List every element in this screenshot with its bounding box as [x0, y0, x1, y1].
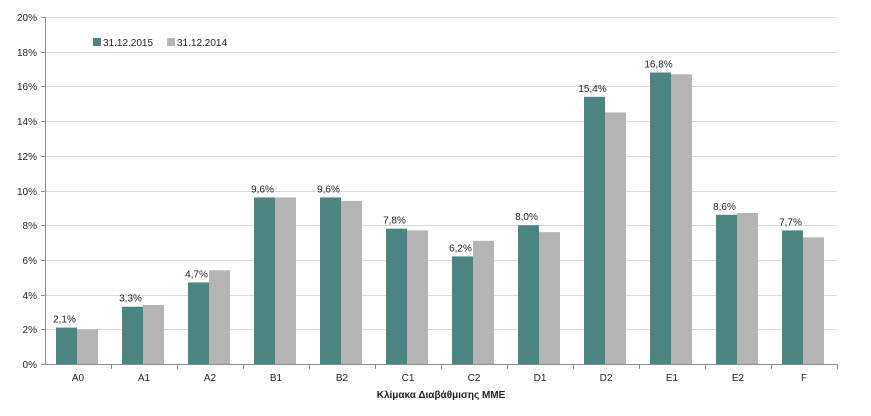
x-tick-label: C1 — [402, 373, 415, 384]
x-tick-label: B2 — [336, 373, 349, 384]
x-tick-label: A0 — [72, 373, 85, 384]
gridlines — [45, 17, 837, 330]
bar-31.12.2015-A2 — [188, 282, 209, 364]
data-label-C2: 6,2% — [449, 243, 472, 254]
bar-31.12.2015-A1 — [122, 306, 143, 364]
x-tick-label: C2 — [468, 373, 481, 384]
bar-31.12.2015-D1 — [518, 225, 539, 364]
data-labels: 2,1% 3,3% 4,7% 9,6% 9,6% 7,8% 6,2% 8,0% 15,4% 16,… — [53, 60, 802, 326]
data-label-B1: 9,6% — [251, 184, 274, 195]
bar-31.12.2014-A1 — [143, 305, 164, 364]
y-tick-label: 20% — [17, 13, 37, 24]
y-tick-label: 14% — [17, 117, 37, 128]
legend-label: 31.12.2015 — [103, 38, 153, 49]
bars — [56, 72, 824, 365]
y-tick-label: 6% — [23, 256, 38, 267]
bar-31.12.2014-C2 — [473, 240, 494, 364]
y-tick-label: 10% — [17, 187, 37, 198]
bar-31.12.2015-B1 — [254, 197, 275, 364]
x-tick-label: E1 — [666, 373, 679, 384]
x-tick-label: F — [801, 373, 807, 384]
legend-label: 31.12.2014 — [177, 38, 227, 49]
bar-31.12.2015-A0 — [56, 327, 77, 364]
legend: 31.12.2015 31.12.2014 — [93, 38, 227, 49]
legend-swatch — [167, 38, 175, 46]
bar-31.12.2015-D2 — [584, 96, 605, 364]
bar-31.12.2015-B2 — [320, 197, 341, 364]
data-label-E2: 8,6% — [713, 202, 736, 213]
data-label-A0: 2,1% — [53, 315, 76, 326]
bar-31.12.2014-E1 — [671, 74, 692, 364]
bar-31.12.2014-A2 — [209, 270, 230, 364]
legend-swatch — [93, 38, 101, 46]
data-label-A2: 4,7% — [185, 269, 208, 280]
y-tick-label: 0% — [23, 360, 38, 371]
bar-31.12.2014-E2 — [737, 213, 758, 364]
bar-31.12.2014-B2 — [341, 200, 362, 364]
x-tick-label: A2 — [204, 373, 217, 384]
data-label-E1: 16,8% — [644, 60, 672, 71]
bar-31.12.2014-A0 — [77, 329, 98, 364]
bar-31.12.2015-E1 — [650, 72, 671, 365]
bar-31.12.2014-F — [803, 237, 824, 364]
bar-31.12.2014-D2 — [605, 112, 626, 364]
y-tick-label: 16% — [17, 82, 37, 93]
x-tick-label: D2 — [600, 373, 613, 384]
y-tick-label: 18% — [17, 48, 37, 59]
data-label-D2: 15,4% — [578, 84, 606, 95]
y-tick-label: 12% — [17, 152, 37, 163]
bar-31.12.2015-F — [782, 230, 803, 364]
data-label-D1: 8,0% — [515, 212, 538, 223]
data-label-C1: 7,8% — [383, 216, 406, 227]
bar-31.12.2015-C2 — [452, 256, 473, 364]
y-tick-label: 8% — [23, 221, 38, 232]
y-tick-label: 4% — [23, 291, 38, 302]
y-tick-label: 2% — [23, 325, 38, 336]
bar-31.12.2015-E2 — [716, 214, 737, 364]
x-axis-title: Κλίμακα Διαβάθμισης ΜΜΕ — [377, 390, 506, 401]
bar-31.12.2014-B1 — [275, 197, 296, 364]
axes: 0% 2% 4% 6% 8% 10% 12% 14% 16% 18% 20% A0 A1 A2 B1 B2 C1… — [17, 13, 838, 384]
data-label-B2: 9,6% — [317, 184, 340, 195]
x-tick-label: D1 — [534, 373, 547, 384]
bar-31.12.2015-C1 — [386, 228, 407, 364]
data-label-A1: 3,3% — [119, 294, 142, 305]
data-label-F: 7,7% — [779, 217, 802, 228]
x-tick-label: A1 — [138, 373, 151, 384]
bar-31.12.2014-D1 — [539, 232, 560, 364]
x-tick-label: E2 — [732, 373, 745, 384]
x-tick-label: B1 — [270, 373, 283, 384]
bar-31.12.2014-C1 — [407, 230, 428, 364]
